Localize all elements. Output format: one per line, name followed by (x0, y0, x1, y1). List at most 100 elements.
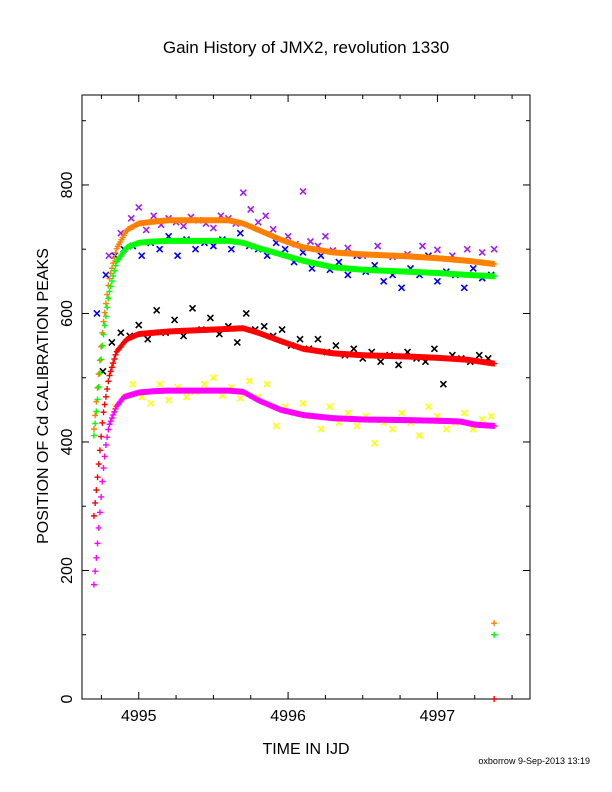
data-point (95, 461, 102, 468)
data-point (93, 309, 101, 318)
data-point (94, 474, 101, 481)
data-point (108, 338, 116, 346)
data-point (98, 356, 105, 363)
data-point (475, 351, 483, 359)
data-point (101, 322, 108, 329)
data-point (111, 408, 118, 415)
data-point (101, 401, 108, 408)
data-point (156, 245, 164, 253)
data-point (398, 284, 406, 292)
data-point (98, 343, 105, 350)
data-point (433, 277, 441, 285)
data-point (491, 696, 498, 702)
data-point (491, 620, 498, 627)
data-point (102, 300, 109, 307)
chart-title: Gain History of JMX2, revolution 1330 (163, 38, 449, 57)
data-point (100, 409, 107, 416)
data-point (317, 425, 325, 433)
data-point (239, 189, 247, 197)
data-point (209, 242, 217, 250)
data-point (105, 426, 112, 433)
data-point (335, 258, 343, 266)
x-tick-label: 4997 (420, 708, 456, 725)
data-point (94, 384, 101, 391)
data-point (101, 453, 108, 460)
data-point (344, 409, 352, 417)
data-point (129, 380, 137, 388)
data-point (142, 226, 150, 234)
data-point (90, 581, 97, 588)
data-point (478, 415, 486, 424)
data-point (344, 271, 352, 279)
data-point (418, 242, 427, 250)
x-tick-label: 4995 (121, 708, 157, 725)
data-point (108, 415, 115, 422)
data-point (296, 335, 304, 343)
data-point (491, 260, 498, 267)
data-point (179, 332, 188, 340)
data-point (99, 342, 106, 349)
data-point (478, 248, 486, 256)
data-point (374, 242, 382, 250)
data-point (389, 425, 397, 433)
data-point (263, 380, 271, 388)
data-point (350, 345, 358, 353)
data-point (101, 309, 108, 316)
data-point (353, 422, 361, 430)
data-point (96, 447, 103, 454)
data-point (398, 409, 406, 417)
data-point (102, 441, 109, 448)
data-point (100, 318, 107, 325)
data-point (430, 345, 438, 353)
data-point (236, 394, 244, 402)
data-point (227, 245, 235, 253)
data-point (95, 371, 102, 378)
data-point (95, 524, 102, 531)
data-point (242, 309, 250, 318)
data-point (104, 386, 111, 393)
data-point (245, 377, 253, 385)
data-point (344, 244, 352, 252)
data-point (95, 383, 102, 390)
data-point (150, 212, 158, 220)
data-point (209, 374, 217, 382)
data-point (491, 631, 498, 638)
data-point (281, 245, 289, 253)
data-point (90, 432, 97, 439)
data-markers (90, 187, 498, 702)
data-point (108, 278, 115, 285)
data-point (299, 399, 307, 407)
data-point (332, 342, 340, 350)
data-point (112, 249, 119, 256)
y-axis: 0 200 400 600 800 (59, 120, 530, 703)
data-point (308, 264, 316, 273)
data-point (98, 433, 105, 440)
data-point (117, 329, 125, 337)
data-point (100, 465, 107, 472)
data-point (254, 218, 262, 226)
data-point (104, 291, 111, 298)
data-point (100, 331, 107, 338)
data-point (191, 245, 200, 253)
data-point (92, 499, 99, 506)
data-point (138, 252, 146, 260)
data-point (377, 358, 385, 366)
y-tick-label: 400 (59, 429, 76, 456)
data-point (104, 434, 111, 441)
data-point (269, 225, 277, 233)
data-point (102, 313, 109, 320)
data-point (463, 245, 471, 253)
data-point (94, 540, 101, 547)
data-point (272, 422, 280, 430)
data-point (102, 393, 109, 400)
data-point (460, 409, 468, 417)
data-point (174, 252, 182, 260)
data-point (98, 493, 105, 500)
data-point (93, 487, 100, 494)
data-point (314, 335, 322, 343)
data-point (236, 229, 244, 237)
x-axis-label: TIME IN IJD (262, 741, 349, 758)
data-point (135, 203, 143, 212)
data-point (306, 237, 315, 246)
